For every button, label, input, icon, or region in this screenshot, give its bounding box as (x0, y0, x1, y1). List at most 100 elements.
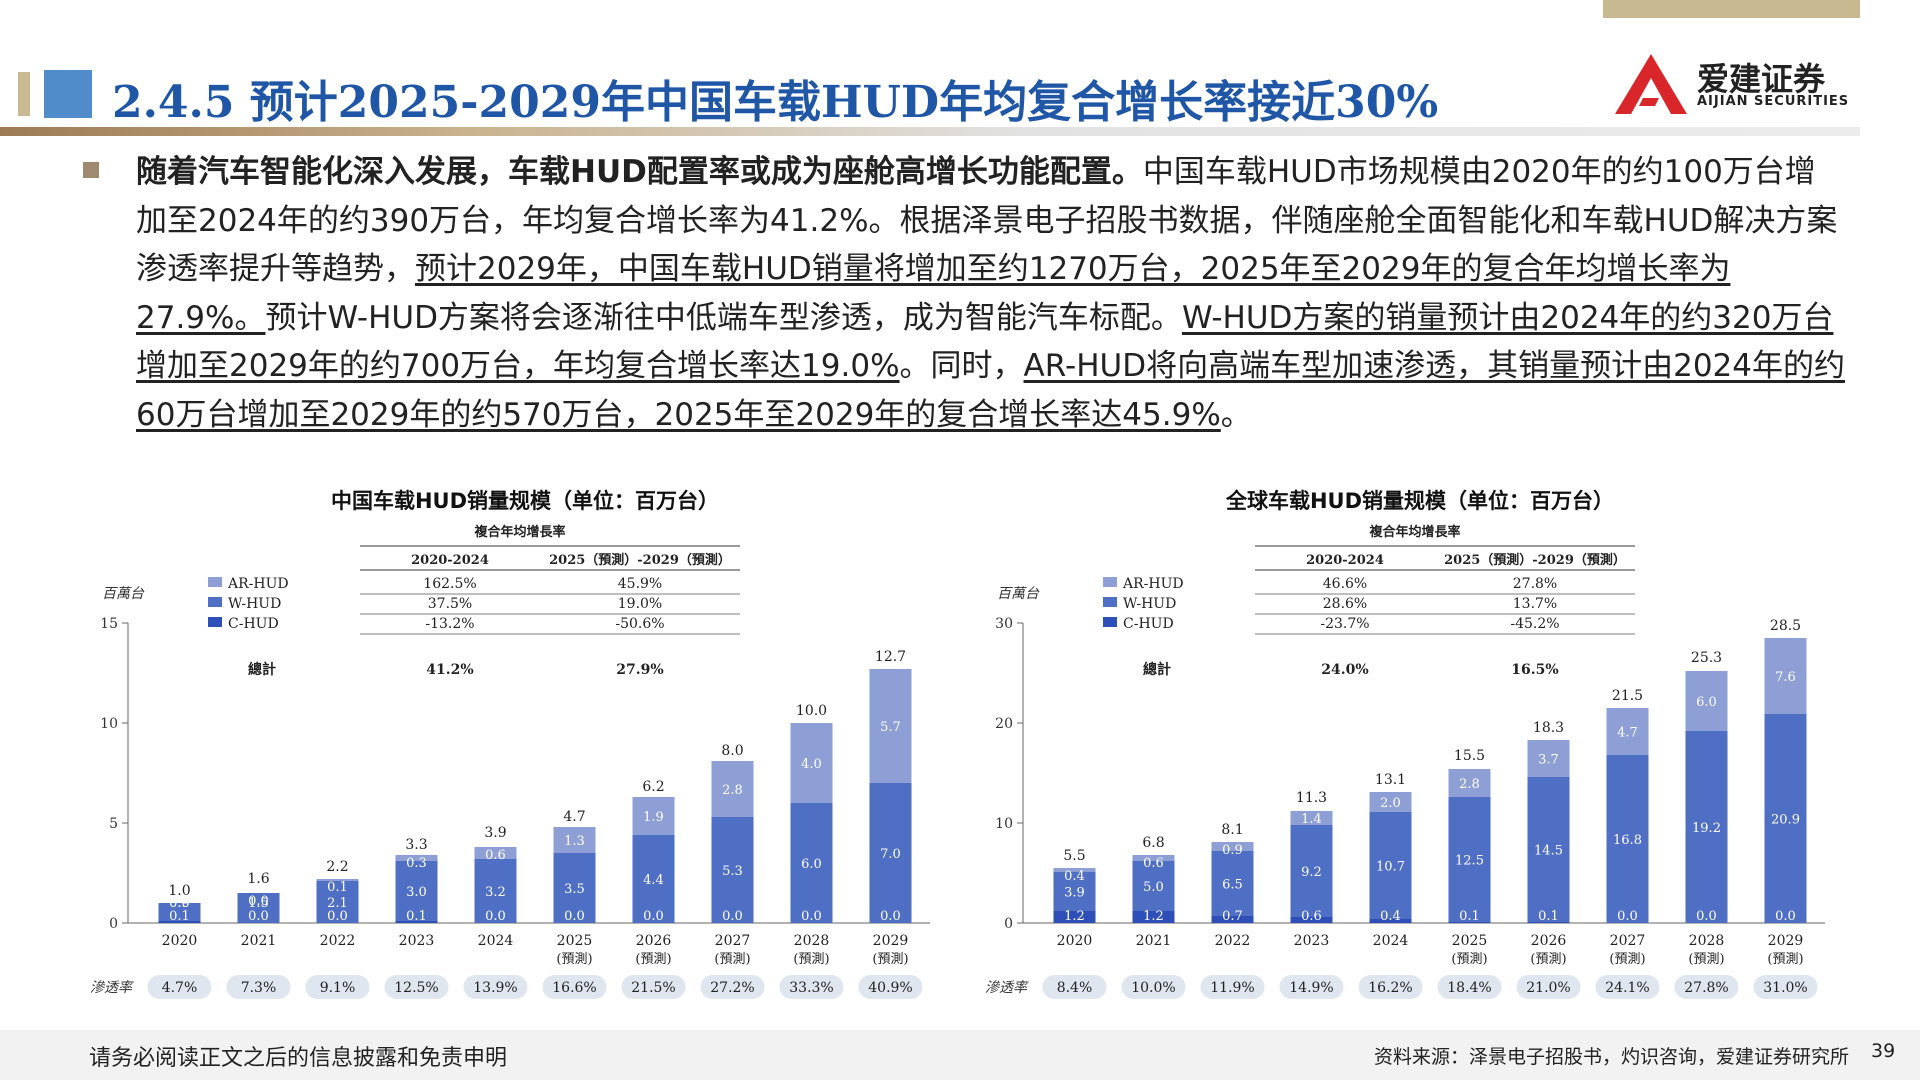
bar-segment-ar-hud (1369, 792, 1412, 812)
bar-value-label-ar-hud: 2.8 (1459, 777, 1480, 792)
penetration-value: 21.5% (631, 980, 675, 996)
legend-label-c-hud: C-HUD (1123, 616, 1174, 632)
bar-total-label: 4.7 (563, 809, 585, 825)
bar-segment-w-hud (237, 893, 280, 923)
penetration-pill (226, 975, 291, 999)
cagr-value-2020-2024: -23.7% (1320, 616, 1369, 632)
bar-value-label-ar-hud: 0.9 (1222, 843, 1243, 858)
bar-value-label-c-hud: 0.7 (1222, 909, 1243, 924)
bar-segment-w-hud (395, 861, 438, 921)
bar-total-label: 11.3 (1296, 790, 1327, 806)
sentence-connector: 。同时， (899, 348, 1024, 384)
cagr-col2-header: 2025（預測）-2029（預測） (1444, 552, 1626, 568)
bar-value-label-ar-hud: 7.6 (1775, 670, 1796, 685)
y-tick-label: 5 (109, 816, 118, 832)
penetration-value: 24.1% (1605, 980, 1649, 996)
penetration-pill (384, 975, 449, 999)
cagr-table-title: 複合年均增長率 (1368, 524, 1460, 540)
bar-value-label-ar-hud: 5.7 (880, 720, 901, 735)
bar-value-label-c-hud: 0.0 (643, 909, 664, 924)
bar-value-label-ar-hud: 0.4 (1064, 869, 1085, 884)
bar-segment-c-hud (1132, 911, 1175, 923)
penetration-label: 滲透率 (90, 980, 134, 996)
bar-segment-ar-hud (790, 723, 833, 803)
x-tick-label: 2023 (1294, 933, 1330, 949)
penetration-value: 9.1% (320, 980, 356, 996)
x-tick-label: 2024 (478, 933, 514, 949)
x-tick-label: 2025 (1452, 933, 1488, 949)
bar-segment-c-hud (1369, 919, 1412, 923)
penetration-pill (1437, 975, 1502, 999)
cagr-value-2020-2024: 37.5% (428, 596, 472, 612)
x-tick-sublabel: (預測) (1688, 952, 1724, 967)
penetration-pill (1279, 975, 1344, 999)
bar-total-label: 28.5 (1770, 618, 1801, 634)
sentence-arhud-forecast: AR-HUD将向高端车型加速渗透，其销量预计由2024年的约60万台增加至202… (136, 348, 1845, 433)
penetration-pill (1753, 975, 1818, 999)
x-tick-label: 2020 (162, 933, 198, 949)
bar-value-label-c-hud: 0.0 (485, 909, 506, 924)
penetration-value: 18.4% (1447, 980, 1491, 996)
y-tick-label: 20 (995, 716, 1013, 732)
bar-value-label-ar-hud: 2.8 (722, 783, 743, 798)
cagr-value-2020-2024: 162.5% (423, 576, 476, 592)
x-tick-sublabel: (預測) (1767, 952, 1803, 967)
legend-label-c-hud: C-HUD (228, 616, 279, 632)
bar-value-label-w-hud: 3.9 (1064, 886, 1085, 901)
sentence-market-size: 中国车载HUD市场规模由2020年的约100万台增加至2024年的约390万台，… (136, 154, 1838, 287)
bar-segment-w-hud (158, 903, 201, 921)
cagr-total-2025-2029: 16.5% (1511, 662, 1558, 678)
bar-value-label-c-hud: 0.1 (1459, 909, 1480, 924)
bar-segment-c-hud (158, 921, 201, 923)
bar-value-label-c-hud: 0.6 (1301, 909, 1322, 924)
legend-swatch-c-hud (1103, 617, 1117, 627)
x-tick-label: 2022 (1215, 933, 1251, 949)
bar-segment-w-hud (632, 835, 675, 923)
bar-total-label: 2.2 (326, 859, 348, 875)
penetration-pill (305, 975, 370, 999)
bar-value-label-w-hud: 1.5 (248, 896, 269, 911)
bar-value-label-w-hud: 4.4 (643, 873, 664, 888)
x-tick-sublabel: (預測) (1609, 952, 1645, 967)
footer-disclaimer: 请务必阅读正文之后的信息披露和免责申明 (89, 1046, 508, 1071)
bar-value-label-w-hud: 5.3 (722, 864, 743, 879)
penetration-pill (779, 975, 844, 999)
bar-value-label-w-hud: 19.2 (1692, 821, 1721, 836)
penetration-value: 21.0% (1526, 980, 1570, 996)
penetration-pill (700, 975, 765, 999)
bar-total-label: 6.8 (1142, 835, 1164, 851)
bar-value-label-w-hud: 20.9 (1771, 813, 1800, 828)
penetration-value: 8.4% (1057, 980, 1093, 996)
x-tick-label: 2021 (1136, 933, 1172, 949)
bar-segment-ar-hud (1606, 708, 1649, 755)
bar-segment-ar-hud (1290, 811, 1333, 825)
legend-label-w-hud: W-HUD (228, 596, 281, 612)
bar-segment-c-hud (1053, 911, 1096, 923)
bar-total-label: 6.2 (642, 779, 664, 795)
x-tick-label: 2027 (1610, 933, 1646, 949)
bar-total-label: 8.0 (721, 743, 743, 759)
penetration-pill (1042, 975, 1107, 999)
cagr-value-2025-2029: -50.6% (615, 616, 664, 632)
penetration-value: 33.3% (789, 980, 833, 996)
bar-value-label-ar-hud: 0.0 (169, 896, 190, 911)
bar-value-label-c-hud: 0.4 (1380, 909, 1401, 924)
bar-total-label: 1.0 (168, 883, 190, 899)
x-tick-sublabel: (預測) (872, 952, 908, 967)
bar-total-label: 25.3 (1691, 650, 1722, 666)
penetration-value: 13.9% (473, 980, 517, 996)
bar-value-label-w-hud: 2.1 (327, 896, 348, 911)
chart-title: 中国车载HUD销量规模（单位：百万台） (331, 489, 719, 513)
bar-total-label: 12.7 (875, 649, 906, 665)
x-tick-label: 2026 (1531, 933, 1567, 949)
legend-swatch-w-hud (208, 597, 222, 607)
penetration-value: 4.7% (162, 980, 198, 996)
bar-value-label-w-hud: 0.9 (169, 896, 190, 911)
x-tick-sublabel: (預測) (635, 952, 671, 967)
penetration-value: 10.0% (1131, 980, 1175, 996)
x-tick-label: 2028 (1689, 933, 1725, 949)
bar-segment-w-hud (1290, 825, 1333, 917)
y-tick-label: 30 (995, 616, 1013, 632)
x-tick-label: 2022 (320, 933, 356, 949)
bar-total-label: 10.0 (796, 703, 827, 719)
